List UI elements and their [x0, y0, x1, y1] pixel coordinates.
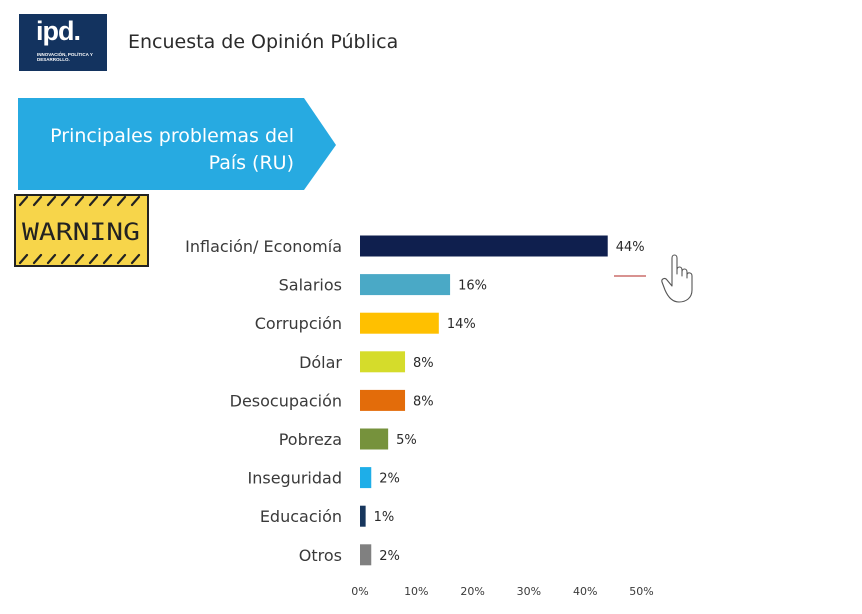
section-title-line-1: Principales problemas del	[50, 125, 294, 147]
x-tick-label: 50%	[629, 585, 653, 598]
logo-wordmark: ipd.	[36, 16, 81, 46]
warning-sign-stripes	[18, 195, 141, 265]
value-label: 16%	[458, 279, 487, 294]
bar	[360, 428, 389, 450]
category-label: Pobreza	[279, 430, 342, 449]
section-title: Principales problemas del País (RU)	[36, 123, 294, 177]
value-label: 8%	[413, 356, 434, 371]
category-label: Salarios	[279, 276, 342, 295]
bar	[360, 235, 608, 257]
page-title: Encuesta de Opinión Pública	[128, 31, 399, 53]
x-tick-label: 20%	[460, 585, 484, 598]
x-tick-label: 10%	[404, 585, 428, 598]
value-label: 44%	[616, 240, 645, 255]
value-label: 2%	[379, 549, 400, 564]
section-title-line-2: País (RU)	[208, 152, 294, 174]
bar	[360, 274, 451, 296]
bar	[360, 505, 366, 527]
ipd-logo: ipd. INNOVACIÓN, POLÍTICA Y DESARROLLO.	[19, 14, 107, 71]
category-label: Desocupación	[230, 391, 342, 410]
warning-sign: WARNING	[14, 194, 149, 267]
value-label: 5%	[396, 433, 417, 448]
category-label: Otros	[299, 546, 342, 565]
category-label: Educación	[260, 507, 342, 526]
x-tick-label: 0%	[351, 585, 368, 598]
bar	[360, 389, 406, 411]
warning-sign-text: WARNING	[22, 218, 140, 246]
bar	[360, 351, 406, 373]
bar	[360, 544, 372, 566]
value-label: 2%	[379, 472, 400, 487]
category-label: Inflación/ Economía	[185, 237, 342, 256]
x-tick-label: 30%	[517, 585, 541, 598]
value-label: 1%	[374, 510, 395, 525]
bar	[360, 312, 439, 334]
logo-subtitle: INNOVACIÓN, POLÍTICA Y DESARROLLO.	[37, 52, 93, 62]
value-label: 14%	[447, 317, 476, 332]
category-label: Inseguridad	[248, 469, 342, 488]
x-tick-label: 40%	[573, 585, 597, 598]
bar	[360, 467, 372, 489]
value-label: 8%	[413, 394, 434, 409]
banner-shape	[18, 98, 336, 190]
category-label: Dólar	[299, 353, 342, 372]
hand-pointer-icon	[661, 254, 693, 303]
section-banner	[18, 98, 336, 190]
warning-sign-background	[14, 194, 149, 267]
category-label: Corrupción	[255, 314, 342, 333]
